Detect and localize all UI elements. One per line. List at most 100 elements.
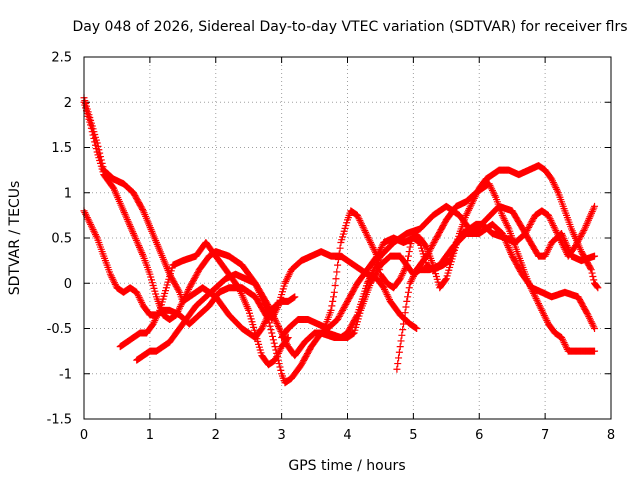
- data-point: [402, 263, 410, 271]
- data-point: [175, 287, 183, 295]
- data-point: [184, 287, 192, 295]
- data-point: [182, 291, 190, 299]
- data-point: [404, 293, 412, 301]
- data-point: [402, 303, 410, 311]
- data-point: [332, 275, 340, 283]
- data-point: [431, 237, 439, 245]
- data-point: [549, 177, 557, 185]
- data-point: [91, 229, 99, 237]
- data-point: [179, 297, 187, 305]
- data-point: [276, 346, 284, 354]
- data-point: [190, 275, 198, 283]
- data-point: [185, 284, 193, 292]
- data-point: [577, 231, 585, 239]
- data-point: [382, 289, 390, 297]
- data-point: [275, 360, 283, 368]
- data-point: [190, 276, 198, 284]
- data-point: [462, 211, 470, 219]
- data-point: [549, 222, 557, 230]
- data-point: [576, 234, 584, 242]
- data-point: [488, 185, 496, 193]
- data-point: [551, 182, 559, 190]
- data-point: [430, 239, 438, 247]
- y-axis-label: SDTVAR / TECUs: [7, 181, 23, 296]
- data-point: [530, 289, 538, 297]
- data-point: [134, 290, 142, 298]
- data-point: [385, 294, 393, 302]
- series-track-5: [133, 248, 421, 364]
- data-point: [498, 211, 506, 219]
- data-point: [152, 315, 160, 323]
- data-point: [467, 201, 475, 209]
- data-points: [80, 94, 602, 387]
- data-point: [275, 324, 283, 332]
- data-point: [272, 318, 280, 326]
- data-point: [181, 292, 189, 300]
- data-point: [135, 293, 143, 301]
- data-point: [380, 284, 388, 292]
- data-point: [376, 247, 384, 255]
- data-point: [588, 319, 596, 327]
- data-point: [530, 291, 538, 299]
- data-point: [408, 276, 416, 284]
- data-point: [270, 310, 278, 318]
- data-point: [286, 269, 294, 277]
- data-point: [333, 268, 341, 276]
- data-point: [587, 266, 595, 274]
- data-point: [542, 315, 550, 323]
- data-point: [578, 229, 586, 237]
- data-point: [88, 224, 96, 232]
- data-point: [110, 279, 118, 287]
- data-point: [550, 223, 558, 231]
- data-point: [133, 288, 141, 296]
- data-point: [574, 237, 582, 245]
- data-point: [84, 215, 92, 223]
- data-point: [503, 222, 511, 230]
- x-tick-label: 5: [409, 428, 417, 443]
- data-point: [177, 301, 185, 309]
- data-point: [545, 213, 553, 221]
- data-point: [395, 354, 403, 362]
- data-point: [527, 219, 535, 227]
- data-point: [558, 335, 566, 343]
- x-tick-label: 6: [475, 428, 483, 443]
- y-tick-label: 2.5: [51, 51, 72, 66]
- data-point: [531, 293, 539, 301]
- data-point: [334, 261, 342, 269]
- data-point: [370, 245, 378, 253]
- series-track-7: [393, 180, 599, 373]
- y-tick-label: 2: [64, 96, 72, 111]
- data-point: [528, 217, 536, 225]
- data-point: [269, 336, 277, 344]
- data-point: [180, 296, 188, 304]
- data-point: [271, 356, 279, 364]
- data-point: [368, 242, 376, 250]
- data-point: [530, 214, 538, 222]
- data-point: [106, 270, 114, 278]
- data-point: [271, 343, 279, 351]
- data-point: [575, 236, 583, 244]
- data-point: [572, 242, 580, 250]
- data-point: [263, 305, 271, 313]
- data-point: [589, 272, 597, 280]
- data-point: [176, 302, 184, 310]
- data-point: [335, 250, 343, 258]
- data-point: [534, 298, 542, 306]
- data-point: [536, 303, 544, 311]
- data-point: [85, 217, 93, 225]
- data-point: [262, 304, 270, 312]
- data-point: [361, 227, 369, 235]
- data-point: [396, 275, 404, 283]
- data-point: [553, 230, 561, 238]
- data-point: [554, 232, 562, 240]
- data-point: [274, 321, 282, 329]
- data-point: [260, 321, 268, 329]
- data-point: [264, 309, 272, 317]
- data-point: [468, 199, 476, 207]
- data-point: [403, 297, 411, 305]
- data-point: [187, 281, 195, 289]
- data-point: [276, 363, 284, 371]
- data-point: [553, 187, 561, 195]
- data-point: [525, 223, 533, 231]
- data-point: [90, 134, 98, 142]
